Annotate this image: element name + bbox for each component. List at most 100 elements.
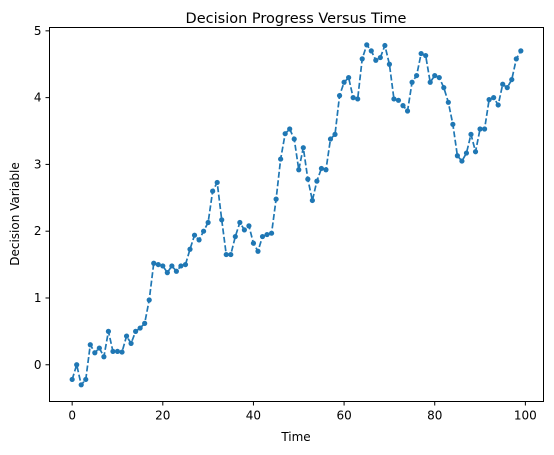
plot-frame: [49, 27, 544, 402]
data-point: [169, 263, 175, 269]
x-tick-label: 60: [336, 409, 351, 423]
data-point: [210, 188, 216, 194]
data-point: [178, 263, 184, 269]
data-point: [395, 97, 402, 103]
data-point: [441, 85, 447, 91]
data-point: [296, 167, 302, 173]
data-point: [74, 362, 80, 368]
data-point: [142, 320, 148, 326]
data-point: [336, 93, 343, 99]
data-point: [518, 48, 524, 54]
data-point: [182, 261, 189, 268]
chart-title: Decision Progress Versus Time: [186, 11, 407, 27]
data-point: [228, 251, 234, 258]
data-point: [119, 349, 125, 355]
x-tick-label: 40: [246, 409, 261, 423]
data-point: [432, 72, 438, 79]
data-point: [268, 230, 275, 236]
data-point: [423, 52, 429, 59]
data-point: [332, 131, 338, 137]
data-point: [368, 48, 374, 54]
data-point: [463, 150, 470, 156]
data-point: [414, 72, 420, 79]
data-point: [155, 261, 161, 268]
data-point: [341, 79, 347, 85]
data-point: [69, 376, 75, 383]
data-point: [386, 61, 393, 67]
x-tick-label: 20: [155, 409, 170, 423]
data-point: [459, 158, 465, 164]
data-point: [373, 57, 379, 63]
data-point: [246, 223, 252, 229]
data-point: [146, 297, 152, 303]
y-tick-label: 1: [34, 291, 42, 305]
data-point: [481, 126, 488, 132]
data-point: [219, 217, 225, 223]
data-point: [255, 248, 261, 254]
data-point: [450, 121, 456, 127]
data-point: [151, 260, 157, 266]
y-tick-label: 5: [34, 24, 42, 38]
data-point: [314, 178, 320, 184]
y-axis: 0 1 2 3 4 5: [34, 24, 50, 372]
data-point: [400, 103, 406, 109]
data-point: [436, 74, 442, 81]
data-point: [495, 102, 501, 108]
data-point: [196, 237, 202, 243]
data-point: [164, 270, 170, 276]
data-point: [454, 153, 460, 159]
data-point: [500, 81, 506, 87]
data-point: [504, 85, 510, 91]
data-point: [241, 227, 247, 233]
data-point: [264, 231, 270, 238]
data-point: [509, 76, 515, 83]
y-tick-label: 0: [34, 358, 42, 372]
data-point: [486, 97, 492, 103]
data-point: [114, 348, 121, 355]
data-point: [101, 354, 107, 360]
x-tick-label: 0: [68, 409, 76, 423]
x-axis: 0 20 40 60 80 100: [68, 401, 537, 423]
data-point: [128, 340, 134, 346]
data-point: [282, 131, 288, 137]
data-point: [323, 167, 329, 173]
data-point: [305, 176, 311, 182]
data-point: [355, 96, 361, 102]
x-axis-label: Time: [280, 430, 310, 444]
data-point: [205, 219, 211, 226]
y-tick-label: 4: [34, 91, 42, 105]
data-point: [191, 232, 198, 238]
data-point: [123, 333, 130, 339]
data-point: [477, 126, 483, 132]
data-point: [110, 348, 116, 355]
plot-area: [69, 42, 524, 388]
data-point: [83, 376, 89, 383]
data-point: [273, 196, 279, 202]
data-point: [78, 382, 84, 388]
data-point: [187, 246, 193, 252]
data-point: [291, 136, 297, 142]
data-point: [214, 179, 220, 186]
data-point: [377, 54, 383, 61]
data-point: [445, 99, 451, 105]
data-point: [105, 328, 112, 334]
data-point: [318, 165, 325, 172]
data-point: [382, 42, 388, 49]
data-point: [259, 233, 266, 240]
data-point: [278, 156, 284, 162]
data-point: [133, 328, 139, 334]
y-tick-label: 2: [34, 224, 42, 238]
x-tick-label: 80: [427, 409, 442, 423]
data-point: [327, 136, 334, 142]
data-point: [173, 268, 179, 274]
data-point: [350, 95, 356, 101]
data-point: [418, 50, 424, 57]
data-point: [92, 350, 98, 356]
data-point: [287, 126, 293, 132]
data-point: [232, 233, 238, 240]
data-point: [359, 56, 365, 62]
series-points: [69, 42, 524, 388]
data-point: [309, 197, 315, 204]
series-line: [71, 44, 522, 386]
